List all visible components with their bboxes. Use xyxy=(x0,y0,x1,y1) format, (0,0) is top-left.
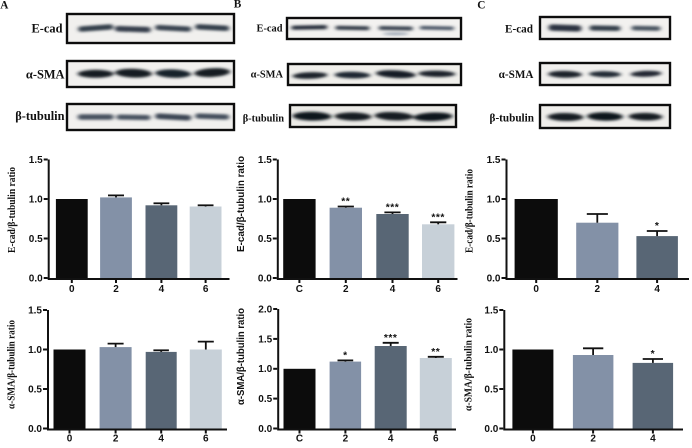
svg-text:0: 0 xyxy=(67,434,73,445)
svg-text:1.0: 1.0 xyxy=(484,345,498,356)
svg-text:4: 4 xyxy=(654,284,660,295)
svg-text:1.5: 1.5 xyxy=(29,155,43,166)
svg-text:0.5: 0.5 xyxy=(28,384,42,395)
svg-text:**: ** xyxy=(341,197,350,208)
svg-text:***: *** xyxy=(386,203,400,214)
svg-text:1.0: 1.0 xyxy=(28,345,42,356)
svg-text:4: 4 xyxy=(388,434,394,445)
svg-text:1.5: 1.5 xyxy=(258,334,272,345)
svg-text:β-tubulin: β-tubulin xyxy=(490,113,535,125)
svg-text:B: B xyxy=(234,0,242,11)
svg-text:α-SMA: α-SMA xyxy=(251,70,284,81)
svg-text:β-tubulin: β-tubulin xyxy=(15,109,64,123)
svg-text:*: * xyxy=(343,351,348,362)
svg-text:C: C xyxy=(296,434,303,445)
svg-text:0.5: 0.5 xyxy=(258,394,272,405)
svg-text:4: 4 xyxy=(158,434,164,445)
svg-text:2.0: 2.0 xyxy=(258,304,272,315)
svg-text:0.0: 0.0 xyxy=(258,424,272,435)
svg-text:1.0: 1.0 xyxy=(487,194,501,205)
svg-text:6: 6 xyxy=(435,284,441,295)
svg-text:E-cad: E-cad xyxy=(257,24,283,35)
svg-text:***: *** xyxy=(431,213,445,224)
svg-text:6: 6 xyxy=(203,434,209,445)
svg-text:1.5: 1.5 xyxy=(484,305,498,316)
svg-text:4: 4 xyxy=(159,284,165,295)
svg-text:*: * xyxy=(651,349,656,360)
svg-text:6: 6 xyxy=(433,434,439,445)
svg-text:0: 0 xyxy=(533,284,539,295)
svg-text:2: 2 xyxy=(343,284,349,295)
svg-text:0.5: 0.5 xyxy=(29,234,43,245)
svg-text:C: C xyxy=(477,0,485,11)
svg-text:2: 2 xyxy=(113,434,119,445)
svg-text:0.5: 0.5 xyxy=(484,384,498,395)
svg-text:0.0: 0.0 xyxy=(258,273,272,284)
svg-text:β-tubulin: β-tubulin xyxy=(243,114,285,125)
svg-text:0.5: 0.5 xyxy=(258,234,272,245)
svg-text:***: *** xyxy=(384,333,398,344)
svg-text:E-cad: E-cad xyxy=(32,22,63,36)
svg-text:1.5: 1.5 xyxy=(28,305,42,316)
svg-text:0.5: 0.5 xyxy=(487,234,501,245)
svg-text:α-SMA/β-tubulin ratio: α-SMA/β-tubulin ratio xyxy=(7,320,18,409)
svg-text:1.0: 1.0 xyxy=(258,194,272,205)
svg-text:2: 2 xyxy=(343,434,349,445)
svg-text:0.0: 0.0 xyxy=(484,424,498,435)
svg-text:A: A xyxy=(0,0,9,11)
svg-text:0: 0 xyxy=(530,434,536,445)
svg-text:1.0: 1.0 xyxy=(29,194,43,205)
svg-text:α-SMA/β-tubulin ratio: α-SMA/β-tubulin ratio xyxy=(236,308,247,405)
svg-text:α-SMA: α-SMA xyxy=(26,68,65,82)
svg-text:6: 6 xyxy=(203,284,209,295)
svg-text:0: 0 xyxy=(69,284,75,295)
svg-text:1.5: 1.5 xyxy=(487,155,501,166)
svg-text:α-SMA: α-SMA xyxy=(499,69,534,81)
svg-text:C: C xyxy=(296,284,303,295)
svg-text:E-cad: E-cad xyxy=(505,24,534,36)
svg-text:2: 2 xyxy=(590,434,596,445)
svg-text:**: ** xyxy=(431,347,440,358)
svg-text:*: * xyxy=(655,221,660,232)
svg-text:E-cad/β-tubulin ratio: E-cad/β-tubulin ratio xyxy=(236,156,247,252)
svg-text:0.0: 0.0 xyxy=(28,424,42,435)
svg-text:2: 2 xyxy=(595,284,601,295)
svg-text:E-cad/β-tubulin ratio: E-cad/β-tubulin ratio xyxy=(7,167,18,253)
svg-text:0.0: 0.0 xyxy=(487,273,501,284)
svg-text:0.0: 0.0 xyxy=(29,273,43,284)
svg-text:2: 2 xyxy=(113,284,119,295)
svg-text:4: 4 xyxy=(650,434,656,445)
svg-text:α-SMA/β-tubulin ratio: α-SMA/β-tubulin ratio xyxy=(464,318,475,411)
svg-text:E-cad/β-tubulin ratio: E-cad/β-tubulin ratio xyxy=(465,169,476,253)
svg-text:4: 4 xyxy=(390,284,396,295)
svg-text:1.5: 1.5 xyxy=(258,155,272,166)
svg-text:1.0: 1.0 xyxy=(258,364,272,375)
